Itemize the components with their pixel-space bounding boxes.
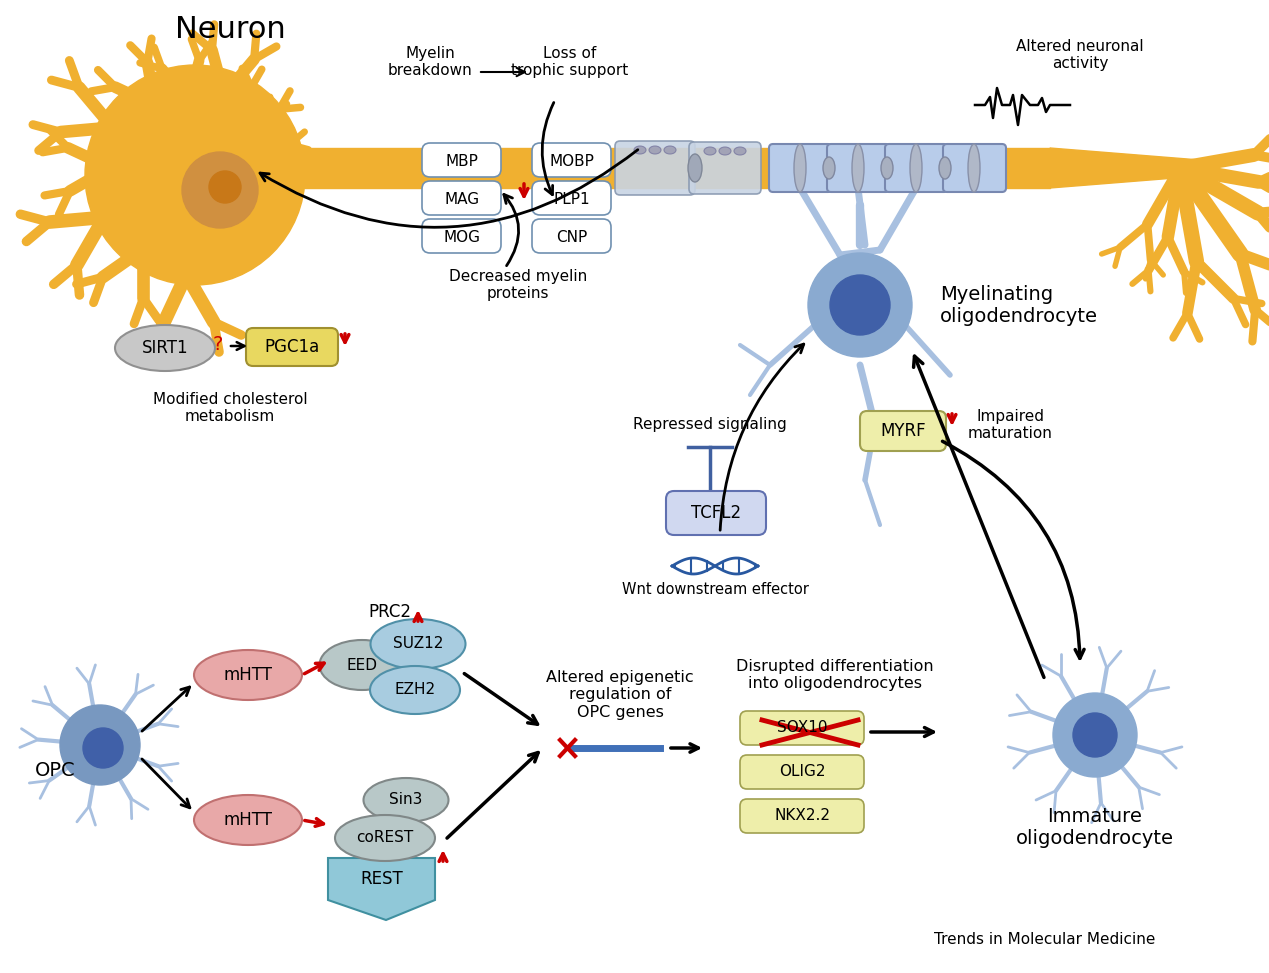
Text: Altered epigenetic
regulation of
OPC genes: Altered epigenetic regulation of OPC gen… <box>546 670 694 720</box>
FancyBboxPatch shape <box>689 142 761 194</box>
FancyBboxPatch shape <box>740 799 864 833</box>
FancyBboxPatch shape <box>884 144 948 192</box>
Ellipse shape <box>648 146 661 154</box>
Circle shape <box>808 253 912 357</box>
Circle shape <box>1053 693 1137 777</box>
Polygon shape <box>327 858 435 920</box>
Ellipse shape <box>115 325 214 371</box>
FancyBboxPatch shape <box>740 755 864 789</box>
Ellipse shape <box>320 640 405 690</box>
FancyBboxPatch shape <box>246 328 338 366</box>
Ellipse shape <box>824 157 835 179</box>
Ellipse shape <box>851 144 864 192</box>
Ellipse shape <box>335 815 435 861</box>
Text: REST: REST <box>360 870 404 888</box>
Text: EED: EED <box>346 658 377 672</box>
FancyBboxPatch shape <box>615 141 695 195</box>
Text: ?: ? <box>213 335 223 353</box>
Circle shape <box>82 728 123 768</box>
FancyBboxPatch shape <box>860 411 945 451</box>
Circle shape <box>85 65 305 285</box>
Ellipse shape <box>634 146 646 154</box>
Text: EZH2: EZH2 <box>395 682 435 698</box>
Ellipse shape <box>194 650 302 700</box>
Circle shape <box>181 152 258 228</box>
Text: PLP1: PLP1 <box>553 193 590 207</box>
Text: Altered neuronal
activity: Altered neuronal activity <box>1016 39 1143 71</box>
FancyBboxPatch shape <box>532 219 610 253</box>
Text: Disrupted differentiation
into oligodendrocytes: Disrupted differentiation into oligodend… <box>736 659 934 691</box>
Ellipse shape <box>363 778 448 822</box>
Text: Trends in Molecular Medicine: Trends in Molecular Medicine <box>934 932 1155 948</box>
FancyBboxPatch shape <box>532 143 610 177</box>
Ellipse shape <box>939 157 950 179</box>
Ellipse shape <box>704 147 716 155</box>
Text: Repressed signaling: Repressed signaling <box>633 417 787 433</box>
Text: MAG: MAG <box>444 193 480 207</box>
Text: PGC1a: PGC1a <box>264 338 320 356</box>
Text: OPC: OPC <box>34 761 75 779</box>
Text: Impaired
maturation: Impaired maturation <box>967 409 1052 441</box>
Ellipse shape <box>371 666 459 714</box>
Text: SUZ12: SUZ12 <box>393 636 443 652</box>
FancyBboxPatch shape <box>666 491 766 535</box>
Text: mHTT: mHTT <box>223 811 273 829</box>
Text: MYRF: MYRF <box>881 422 926 440</box>
Text: SIRT1: SIRT1 <box>142 339 188 357</box>
Circle shape <box>830 275 890 335</box>
Ellipse shape <box>881 157 893 179</box>
Text: Neuron: Neuron <box>175 16 286 45</box>
FancyBboxPatch shape <box>740 711 864 745</box>
Ellipse shape <box>794 144 806 192</box>
Ellipse shape <box>371 619 466 669</box>
Polygon shape <box>1049 148 1200 188</box>
Text: Modified cholesterol
metabolism: Modified cholesterol metabolism <box>152 392 307 424</box>
FancyBboxPatch shape <box>827 144 890 192</box>
Ellipse shape <box>910 144 923 192</box>
Ellipse shape <box>688 154 702 182</box>
FancyBboxPatch shape <box>532 181 610 215</box>
Text: OLIG2: OLIG2 <box>779 765 825 779</box>
Text: SOX10: SOX10 <box>777 720 827 736</box>
Text: PRC2: PRC2 <box>368 603 411 621</box>
Ellipse shape <box>720 147 731 155</box>
Text: MBP: MBP <box>445 155 478 169</box>
FancyBboxPatch shape <box>423 143 501 177</box>
Ellipse shape <box>968 144 980 192</box>
Text: Myelinating
oligodendrocyte: Myelinating oligodendrocyte <box>940 284 1098 326</box>
Circle shape <box>60 705 140 785</box>
FancyBboxPatch shape <box>423 219 501 253</box>
Text: MOBP: MOBP <box>549 155 594 169</box>
FancyBboxPatch shape <box>769 144 832 192</box>
Ellipse shape <box>664 146 676 154</box>
Text: Sin3: Sin3 <box>390 792 423 808</box>
Text: NKX2.2: NKX2.2 <box>774 809 830 823</box>
Circle shape <box>1074 713 1117 757</box>
Text: TCFL2: TCFL2 <box>690 504 741 522</box>
Text: Decreased myelin
proteins: Decreased myelin proteins <box>449 269 588 302</box>
Text: mHTT: mHTT <box>223 666 273 684</box>
Text: Wnt downstream effector: Wnt downstream effector <box>622 583 808 597</box>
Text: Immature
oligodendrocyte: Immature oligodendrocyte <box>1016 808 1174 848</box>
Circle shape <box>209 171 241 203</box>
Ellipse shape <box>733 147 746 155</box>
Text: Myelin
breakdown: Myelin breakdown <box>387 46 472 78</box>
Text: CNP: CNP <box>556 231 588 245</box>
FancyBboxPatch shape <box>943 144 1006 192</box>
Ellipse shape <box>194 795 302 845</box>
FancyBboxPatch shape <box>423 181 501 215</box>
Text: MOG: MOG <box>443 231 481 245</box>
Text: coREST: coREST <box>357 831 414 846</box>
Text: Loss of
trophic support: Loss of trophic support <box>511 46 628 78</box>
